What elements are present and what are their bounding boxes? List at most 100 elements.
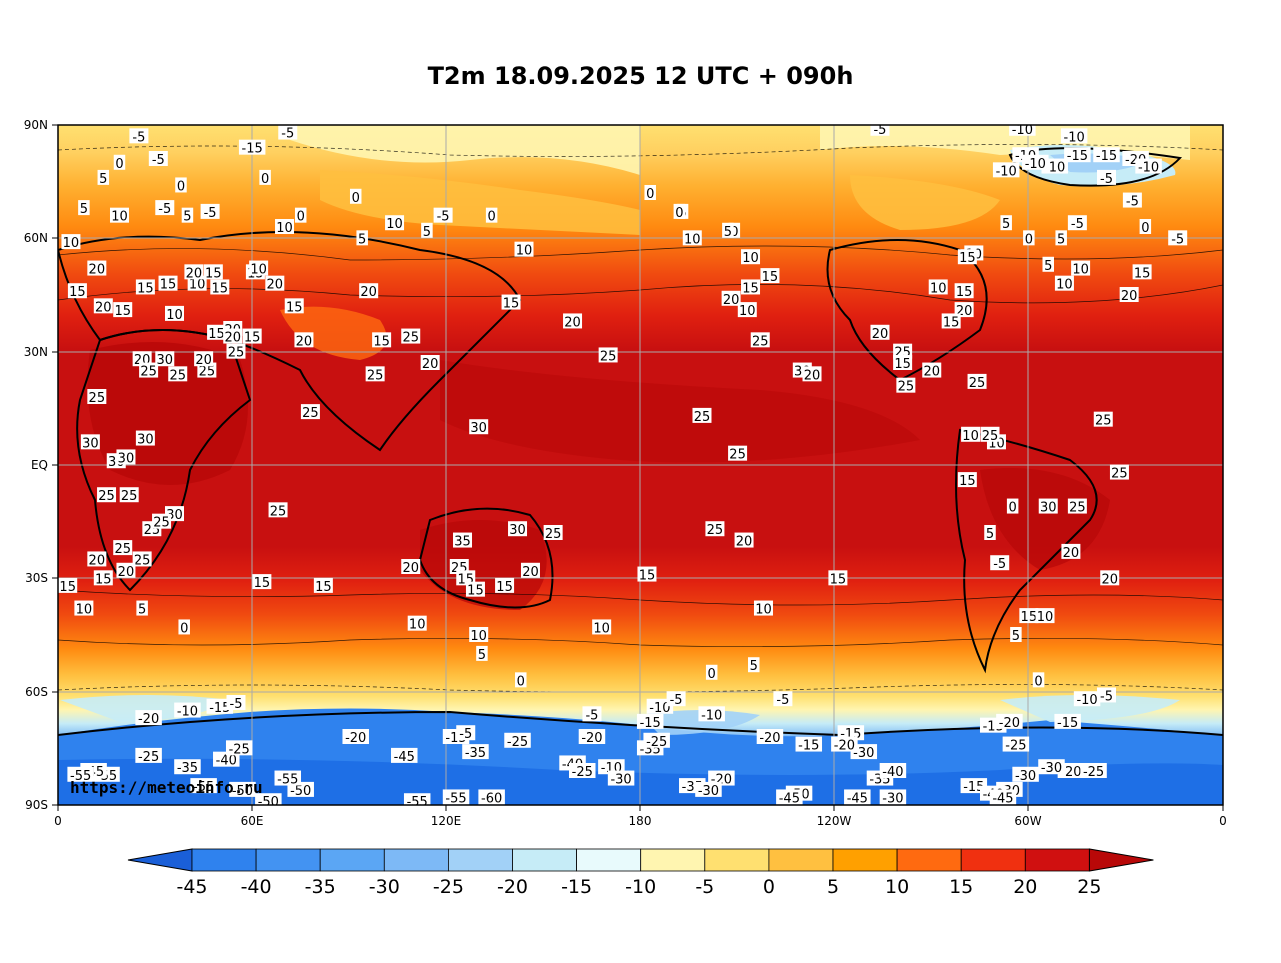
- contour-label: -5: [1100, 172, 1113, 187]
- colorbar-label: -30: [369, 876, 400, 898]
- contour-label-bg: [407, 615, 427, 631]
- contour-label: 10: [1072, 263, 1089, 278]
- contour-label: 20: [118, 565, 135, 580]
- south-america-coast: [955, 428, 1098, 674]
- contour-label: 20: [267, 278, 284, 293]
- contour-label-bg: [870, 125, 890, 136]
- contour-label-bg: [116, 449, 136, 465]
- lat-label: 30N: [24, 345, 48, 359]
- lon-label: 60E: [241, 814, 264, 828]
- contour-label-bg: [268, 502, 288, 518]
- contour-label: 15: [244, 331, 261, 346]
- colorbar-swatch: [1024, 848, 1090, 872]
- contour-label-bg: [1035, 608, 1055, 624]
- contour-label: 15: [639, 569, 656, 584]
- contour-label: -5: [776, 693, 789, 708]
- contour-label-bg: [372, 332, 392, 348]
- contour-label-bg: [637, 566, 657, 582]
- contour-label-bg: [708, 770, 735, 786]
- contour-label: 15: [959, 474, 976, 489]
- contour-label: 25: [694, 410, 711, 425]
- lat-label: 30S: [25, 571, 48, 585]
- colorbar-swatch: [383, 848, 449, 872]
- contour-label-bg: [420, 355, 440, 370]
- contour-label: -30: [882, 791, 903, 806]
- contour-label-bg: [465, 581, 485, 597]
- colorbar-swatch: [319, 848, 385, 872]
- contour-label: -45: [779, 791, 800, 806]
- contour-label: 25: [707, 523, 724, 538]
- contour-label-bg: [795, 736, 823, 752]
- contour-label-bg: [504, 732, 531, 748]
- contour-label: 5: [1012, 629, 1020, 644]
- colorbar-label: 20: [1013, 876, 1037, 898]
- colorbar-swatch: [640, 848, 706, 872]
- contour-label: 10: [166, 308, 183, 323]
- contour-label: -5: [132, 130, 145, 145]
- contour-label-bg: [753, 600, 773, 616]
- contour-label-bg: [278, 125, 298, 140]
- contour-label: -55: [193, 780, 214, 795]
- contour-label-bg: [1080, 763, 1107, 778]
- contour-label-bg: [957, 472, 977, 488]
- contour-label: 15: [160, 278, 177, 293]
- contour-label: -30: [853, 746, 874, 761]
- contour-label-bg: [1061, 543, 1081, 559]
- contour-label: -5: [873, 123, 886, 138]
- contour-label: 15: [1134, 266, 1151, 281]
- contour-label: 0: [487, 210, 495, 225]
- contour-label-bg: [194, 351, 214, 367]
- contour-label-bg: [520, 562, 540, 578]
- contour-label-bg: [449, 559, 469, 574]
- contour-label: -15: [242, 142, 263, 157]
- contour-label: -5: [670, 693, 683, 708]
- colorbar-label: -20: [497, 876, 528, 898]
- contour-label-bg: [61, 234, 81, 250]
- contour-label-bg: [666, 691, 686, 707]
- contour-label: 5: [80, 202, 88, 217]
- contour-label-bg: [462, 744, 489, 760]
- contour-label: -15: [963, 780, 984, 795]
- colorbar-label: -5: [695, 876, 714, 898]
- contour-label: 10: [189, 278, 206, 293]
- contour-label: 0: [675, 206, 683, 221]
- contour-label-bg: [152, 513, 172, 529]
- contour-label: 25: [169, 368, 186, 383]
- contour-label-bg: [403, 793, 431, 805]
- eurasia-coast: [58, 231, 522, 452]
- contour-label: -50: [232, 784, 253, 799]
- contour-label: 5: [138, 603, 146, 618]
- contour-label-bg: [1023, 230, 1035, 246]
- contour-label-bg: [954, 302, 974, 318]
- contour-label-bg: [1009, 125, 1036, 136]
- contour-label-bg: [992, 162, 1020, 178]
- contour-label-bg: [1022, 154, 1049, 170]
- contour-label-bg: [636, 713, 664, 729]
- contour-label: -30: [610, 773, 631, 788]
- contour-label-bg: [1071, 260, 1091, 276]
- contour-label-bg: [495, 577, 515, 593]
- contour-label: -25: [1005, 739, 1026, 754]
- contour-label-bg: [673, 203, 686, 219]
- contour-label: 25: [1069, 501, 1086, 516]
- contour-label-bg: [87, 389, 107, 404]
- contour-label-bg: [453, 532, 473, 548]
- contour-label-bg: [1038, 759, 1065, 775]
- contour-label: 20: [564, 315, 581, 330]
- contour-label-bg: [58, 577, 78, 593]
- contour-label: 20: [1121, 289, 1138, 304]
- credit-label: https://meteoinfo.ru: [70, 778, 263, 797]
- contour-label-bg: [1097, 687, 1116, 703]
- contour-label-bg: [1042, 256, 1054, 272]
- contour-label-bg: [168, 366, 188, 382]
- contour-label-bg: [980, 426, 1000, 442]
- contour-label-bg: [607, 770, 635, 786]
- contour-label-bg: [249, 260, 269, 276]
- contour-label: 20: [736, 535, 753, 550]
- contour-label: 0: [115, 157, 123, 172]
- contour-label: 25: [153, 516, 170, 531]
- contour-label-bg: [1093, 147, 1120, 163]
- contour-label-bg: [175, 177, 187, 193]
- contour-label: 10: [63, 236, 80, 251]
- contour-label-bg: [135, 430, 155, 446]
